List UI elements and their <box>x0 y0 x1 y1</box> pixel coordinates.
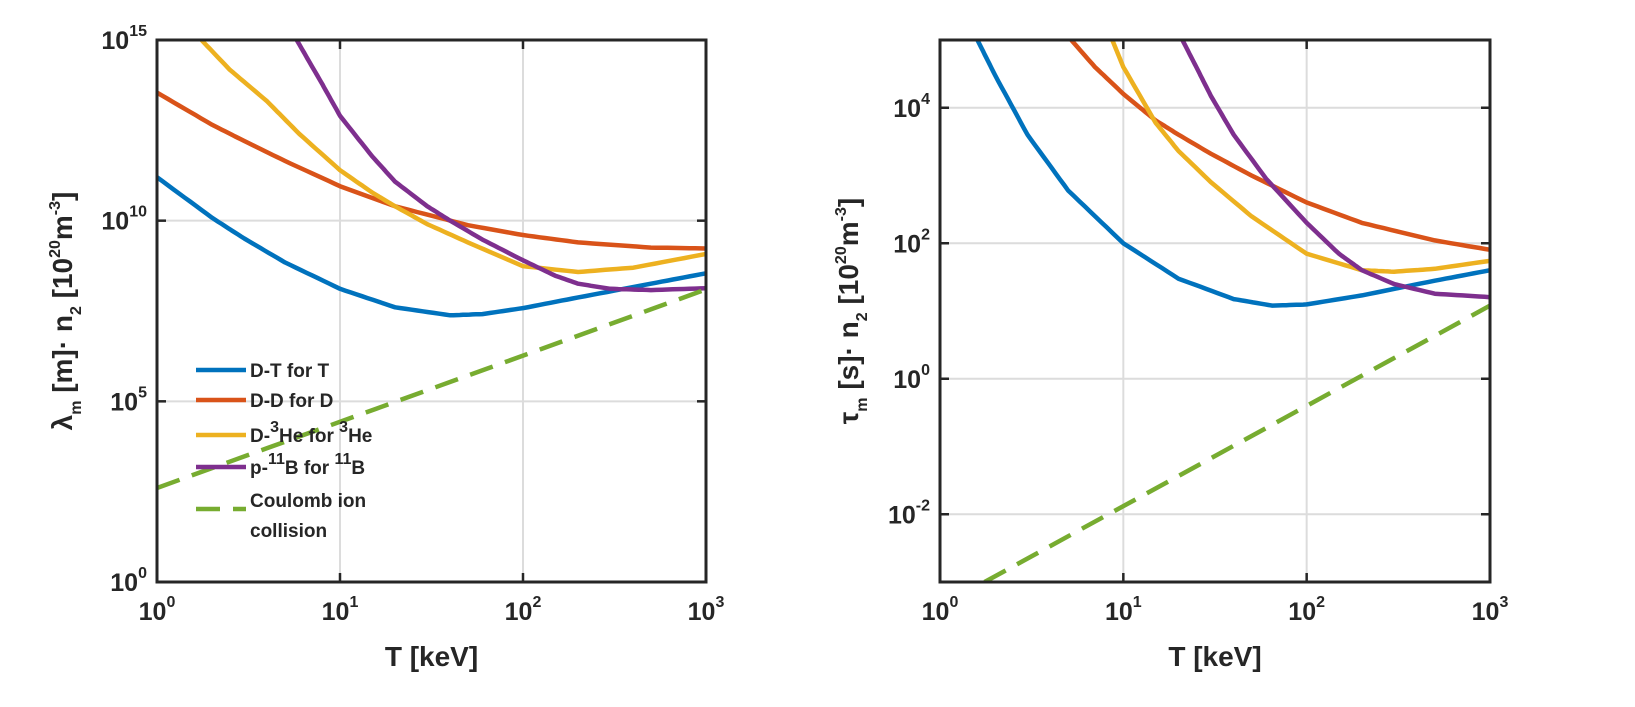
y-tick-label: 102 <box>893 226 930 258</box>
y-tick-label: 104 <box>893 91 930 123</box>
series-line-d-t-for-t <box>975 40 1490 308</box>
series-line-p-b-for-b <box>1180 40 1490 300</box>
series-line-d-he-for-he <box>199 40 706 275</box>
y-tick-label: 100 <box>110 565 147 597</box>
left-chart-panel: 100 101 102 103 100 105 1010 1015 T [keV] λm [m]·… <box>47 23 724 672</box>
y-axis-label: τm [s]· n2 [1020m-3] <box>833 198 871 424</box>
x-tick-label: 100 <box>922 594 959 626</box>
x-tick-label: 102 <box>505 594 542 626</box>
series-line-d-t-for-t <box>157 175 706 318</box>
series-line-d-he-for-he <box>1110 40 1490 274</box>
legend-entry-label: p-11B for 11B <box>250 451 365 479</box>
y-tick-label: 1010 <box>101 204 147 236</box>
legend-entry-label: D-D for D <box>250 391 333 412</box>
series-line-coulomb-ion-collision <box>157 287 706 491</box>
legend-entry-label: Coulomb ion <box>250 491 366 512</box>
series-line-coulomb-ion-collision <box>983 303 1490 582</box>
y-tick-label: 1015 <box>101 23 147 55</box>
right-chart-panel: 100 101 102 103 10-2 100 102 104 T [keV] τm [s]· … <box>833 38 1509 672</box>
y-axis-label: λm [m]· n2 [1020m-3] <box>47 192 85 431</box>
x-tick-label: 101 <box>1105 594 1142 626</box>
series-line-p-b-for-b <box>294 40 706 293</box>
x-tick-label: 100 <box>139 594 176 626</box>
y-tick-label: 105 <box>110 384 147 416</box>
legend-entry-label-line2: collision <box>250 521 327 542</box>
axes-box <box>155 38 708 584</box>
x-tick-label: 103 <box>1472 594 1509 626</box>
x-tick-label: 101 <box>322 594 359 626</box>
legend-entry-label: D-3He for 3He <box>250 419 372 447</box>
x-axis-label: T [keV] <box>385 641 478 672</box>
x-tick-label: 102 <box>1288 594 1325 626</box>
legend-entry-label: D-T for T <box>250 361 330 382</box>
x-axis-label: T [keV] <box>1168 641 1261 672</box>
series-line-d-d-for-d <box>1069 40 1490 253</box>
legend: D-T for T D-D for D D-3He for 3He p-11B for… <box>196 361 372 542</box>
plot-area <box>940 40 1490 582</box>
y-tick-label: 100 <box>893 362 930 394</box>
axes-box <box>938 38 1492 584</box>
x-tick-label: 103 <box>688 594 725 626</box>
y-tick-label: 10-2 <box>888 497 930 529</box>
